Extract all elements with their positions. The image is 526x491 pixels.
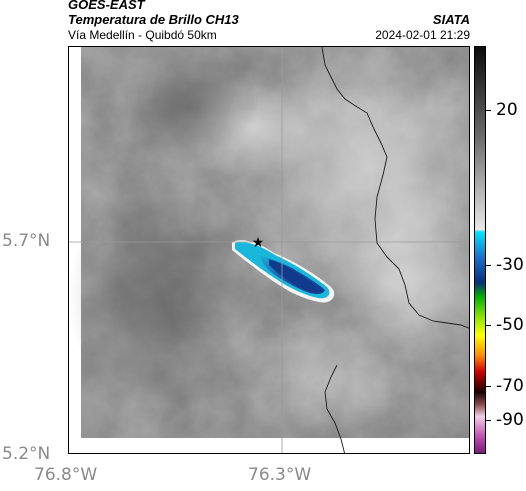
colorbar-tick-label: -50: [496, 315, 524, 335]
colorbar-tick-label: 20: [496, 100, 518, 120]
lat-label: 5.7°N: [2, 231, 51, 251]
satellite-map[interactable]: ★: [68, 46, 470, 454]
colorbar-tick-label: -30: [496, 255, 524, 275]
colorbar: [474, 46, 486, 454]
lat-label: 5.2°N: [2, 444, 51, 464]
product-title: Temperatura de Brillo CH13: [68, 12, 239, 27]
colorbar-tick-label: -90: [496, 410, 524, 430]
map-canvas: ★: [69, 47, 469, 453]
location-star-icon: ★: [252, 235, 265, 251]
source-label: SIATA: [432, 12, 470, 27]
admin-boundary: [321, 47, 469, 453]
lon-label: 76.3°W: [248, 465, 312, 485]
lon-label: 76.8°W: [34, 465, 98, 485]
colorbar-tick-label: -70: [496, 376, 524, 396]
satellite-title: GOES-EAST: [68, 0, 145, 12]
datetime-label: 2024-02-01 21:29: [375, 28, 470, 42]
route-subtitle: Vía Medellín - Quibdó 50km: [68, 28, 217, 42]
